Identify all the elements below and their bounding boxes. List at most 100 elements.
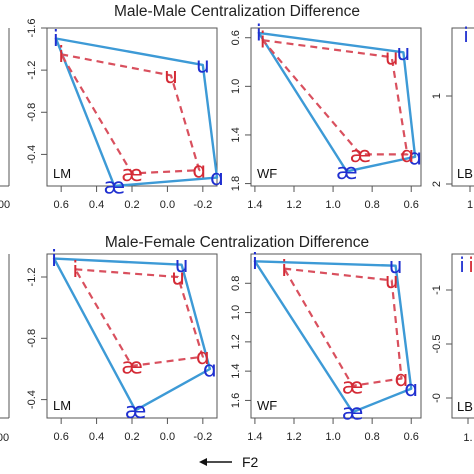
inner-vowel-point: æ	[121, 354, 143, 379]
y-tick-label: -0.4	[26, 390, 38, 409]
right-bottom-ytick-2: -0.5	[431, 335, 443, 354]
inner-vowel-point: u	[385, 46, 399, 71]
panel-4: 1.4 1.2 1.0 0.8 0.6 0.8 1.0 1.2 1.4 1.6 i u ɑ æ i u ɑ æ WF	[230, 250, 422, 443]
x-tick-label: 0.8	[365, 199, 380, 211]
x-tick-label: 1.4	[247, 199, 262, 211]
y-tick-label: -0.8	[26, 103, 38, 122]
inner-vowel-point: u	[164, 64, 178, 89]
left-top-tick: 00	[0, 199, 10, 211]
outer-vowel-polygon	[52, 257, 212, 412]
f2-axis-label: F2	[242, 454, 259, 470]
y-tick-label: 1.8	[230, 176, 242, 191]
right-bottom-panel-label: LB	[457, 399, 473, 414]
y-tick-label: -0.4	[26, 145, 38, 164]
x-tick-label: 1.2	[286, 431, 301, 443]
right-bottom-vowel-i-outer: i	[459, 253, 465, 277]
outer-vowel-point: u	[196, 53, 210, 78]
inner-vowel-polygon	[60, 53, 201, 175]
right-bottom-vowel-i-inner: i	[468, 253, 474, 277]
inner-vowel-point: u	[385, 269, 399, 294]
right-bottom-ytick-3: -0	[431, 393, 443, 403]
right-bottom-ytick-1: -1	[431, 285, 443, 295]
outer-vowel-point: i	[256, 21, 262, 46]
inner-vowel-point: ɑ	[196, 345, 210, 370]
right-top-xtick: 1	[467, 199, 473, 211]
x-tick-label: 0.6	[54, 431, 69, 443]
inner-vowel-point: i	[58, 43, 64, 68]
outer-vowel-point: ɑ	[210, 166, 224, 191]
inner-vowel-point: æ	[121, 162, 143, 187]
right-top-ytick-2: 2	[431, 181, 443, 187]
outer-vowel-point: ɑ	[203, 357, 217, 382]
inner-vowel-polygon	[261, 39, 409, 156]
inner-vowel-point: æ	[350, 143, 372, 168]
x-tick-label: -0.2	[193, 199, 212, 211]
outer-vowel-point: i	[53, 27, 59, 52]
outer-vowel-polygon	[257, 31, 417, 173]
inner-vowel-polygon	[74, 268, 204, 367]
y-tick-label: 0.8	[230, 276, 242, 291]
outer-vowel-polygon	[54, 37, 219, 188]
outer-vowel-polygon	[253, 260, 413, 414]
inner-vowel-point: ɑ	[400, 143, 414, 168]
inner-vowel-point: ɑ	[394, 367, 408, 392]
panel-label: WF	[257, 398, 277, 413]
y-tick-label: -1.2	[26, 61, 38, 80]
right-top-panel-label: LB	[457, 166, 473, 181]
panel-1: 0.6 0.4 0.2 0.0 -0.2 -1.6 -1.2 -0.8 -0.4 i u ɑ æ i u ɑ æ…	[26, 19, 224, 211]
x-tick-label: 0.6	[404, 199, 419, 211]
inner-vowel-point: i	[260, 29, 266, 54]
outer-vowel-point: æ	[125, 399, 147, 424]
panel-3: 0.6 0.4 0.2 0.0 -0.2 -1.2 -0.8 -0.4 i u ɑ æ i u ɑ æ LM	[26, 247, 218, 443]
outer-vowel-point: æ	[336, 160, 358, 185]
x-tick-label: 0.0	[160, 431, 175, 443]
y-tick-label: 1.0	[230, 305, 242, 320]
x-tick-label: 0.6	[54, 199, 69, 211]
inner-vowel-point: ɑ	[192, 159, 206, 184]
inner-vowel-point: u	[171, 265, 185, 290]
y-tick-label: 1.6	[230, 393, 242, 408]
outer-vowel-point: ɑ	[408, 145, 422, 170]
left-bottom-tick: 00	[0, 432, 9, 444]
x-tick-label: 0.8	[365, 431, 380, 443]
x-tick-label: 0.0	[160, 199, 175, 211]
right-top-ytick-1: 1	[431, 93, 443, 99]
y-tick-label: 1.4	[230, 363, 242, 378]
outer-vowel-point: æ	[342, 401, 364, 426]
outer-vowel-point: u	[396, 41, 410, 66]
inner-vowel-point: æ	[342, 374, 364, 399]
f2-axis-arrow: F2	[199, 454, 259, 470]
right-partial-panel-bottom: -1 -0.5 -0 1. LB i i	[431, 253, 474, 444]
left-partial-panel-bottom: 00	[0, 254, 10, 444]
inner-vowel-polygon	[283, 267, 403, 387]
panel-frame	[250, 253, 422, 419]
outer-vowel-point: i	[252, 250, 258, 275]
x-tick-label: 0.4	[89, 431, 104, 443]
inner-vowel-point: i	[72, 258, 78, 283]
panel-frame	[250, 27, 422, 187]
right-bottom-xtick: 1.	[463, 432, 472, 444]
y-tick-label: -1.2	[26, 268, 38, 287]
panels: 0.6 0.4 0.2 0.0 -0.2 -1.6 -1.2 -0.8 -0.4 i u ɑ æ i u ɑ æ…	[26, 19, 422, 443]
y-tick-label: 0.6	[230, 30, 242, 45]
right-partial-panel-top: 1 2 1 LB i	[431, 23, 474, 211]
x-tick-label: 0.6	[404, 431, 419, 443]
outer-vowel-point: æ	[103, 174, 125, 199]
x-tick-label: 1.0	[325, 431, 340, 443]
outer-vowel-point: u	[389, 254, 403, 279]
right-top-vowel-i: i	[463, 23, 469, 47]
outer-vowel-point: ɑ	[404, 377, 418, 402]
x-tick-label: 1.2	[286, 199, 301, 211]
y-tick-label: 1.4	[230, 127, 242, 142]
outer-vowel-point: u	[175, 253, 189, 278]
y-tick-label: -0.8	[26, 329, 38, 348]
top-title: Male-Male Centralization Difference	[114, 3, 360, 20]
x-tick-label: -0.2	[193, 431, 212, 443]
y-tick-label: -1.6	[26, 19, 38, 38]
x-tick-label: 0.4	[89, 199, 104, 211]
inner-vowel-point: i	[281, 257, 287, 282]
x-tick-label: 0.2	[124, 199, 139, 211]
x-tick-label: 1.0	[325, 199, 340, 211]
y-tick-label: 1.0	[230, 79, 242, 94]
